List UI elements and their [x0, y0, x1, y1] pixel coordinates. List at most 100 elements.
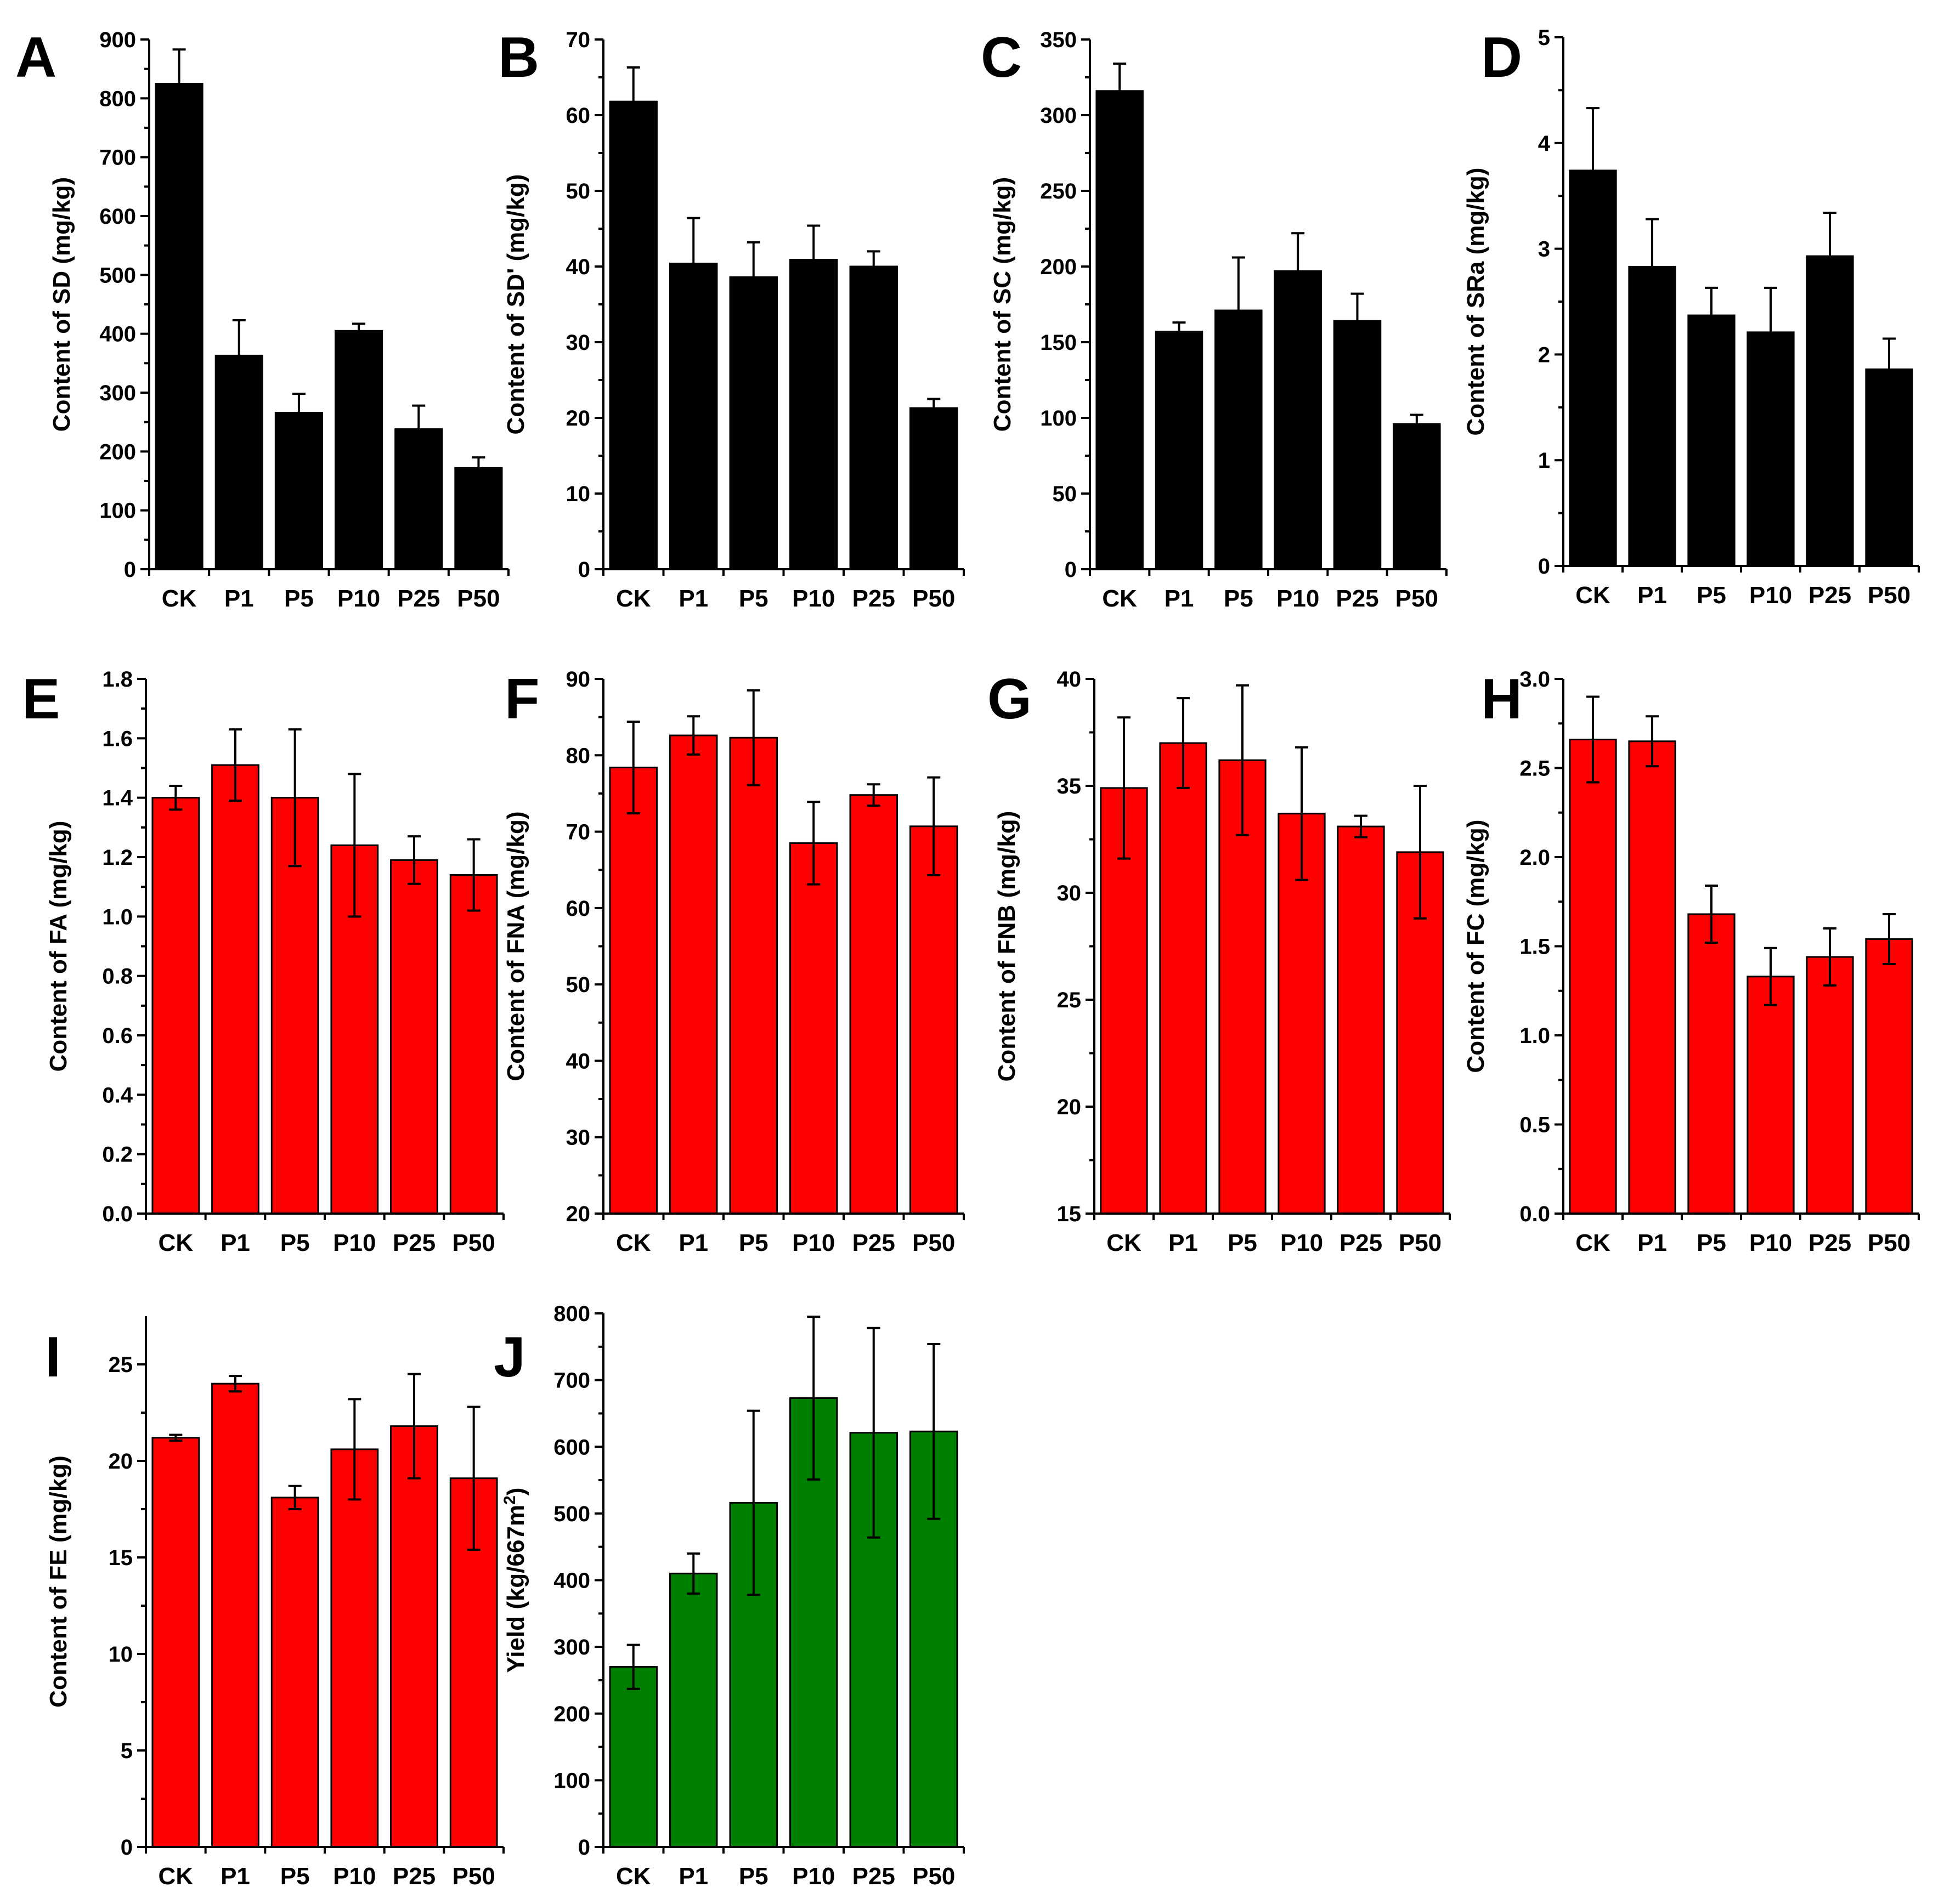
x-tick-label: P50: [1395, 585, 1438, 612]
y-tick-label: 150: [1040, 331, 1077, 355]
x-tick-label: CK: [1575, 582, 1610, 609]
panel-h: H CK P1 P5 P10 P25 P50 0.0 0.5 1.0 1.5 2.0 2.5 3.0 Con…: [1462, 667, 1920, 1256]
error-bar-p25: [1354, 814, 1367, 838]
x-tick-label: P10: [792, 1863, 835, 1890]
y-tick-label: 30: [1057, 881, 1082, 905]
error-bar-p5: [288, 1484, 302, 1510]
x-tick-label: P1: [1168, 1229, 1198, 1256]
panel-letter: J: [494, 1325, 525, 1389]
y-tick-label: 3: [1538, 237, 1550, 262]
bar-ck: [609, 100, 658, 570]
error-bar-p5: [292, 393, 306, 433]
bar-p5: [270, 1497, 319, 1848]
x-tick-label: P25: [852, 585, 895, 612]
panel-letter: D: [1481, 26, 1522, 89]
error-bar-p25: [1823, 212, 1836, 301]
y-tick-label: 1.5: [1519, 935, 1550, 959]
panel-letter: F: [505, 667, 540, 731]
y-tick-label: 15: [109, 1546, 133, 1570]
x-tick-label: P25: [393, 1229, 436, 1256]
error-bar-p25: [1350, 292, 1364, 350]
error-bar-ck: [169, 1433, 183, 1442]
y-tick-label: 25: [1057, 988, 1082, 1012]
x-tick-label: P25: [1808, 582, 1851, 609]
error-bar-p10: [348, 773, 361, 918]
x-tick-label: P25: [852, 1229, 895, 1256]
error-bar-p5: [1236, 684, 1249, 836]
y-tick-label: 0.5: [1519, 1113, 1550, 1137]
error-bar-p1: [1172, 321, 1186, 342]
bar-p25: [390, 1425, 438, 1848]
bar-ck: [609, 1666, 658, 1848]
x-tick-label: P10: [337, 585, 380, 612]
y-tick-label: 0: [124, 558, 136, 582]
y-tick-label: 800: [553, 1302, 590, 1326]
panel-c: C CK P1 P5 P10 P25 P50 0 50 100 150 200 250 300 350 Con…: [981, 26, 1448, 612]
bar-p5: [1687, 314, 1736, 567]
panel-b: B CK P1 P5 P10 P25 P50 0 10 20 30 40 50 60 70 Content o…: [498, 26, 965, 612]
bar-p25: [849, 794, 898, 1215]
x-tick-label: P25: [1339, 1229, 1382, 1256]
error-bar-p50: [1410, 413, 1423, 434]
y-tick-label: 100: [1040, 406, 1077, 430]
error-bar-p25: [408, 835, 421, 885]
error-bar-ck: [1586, 107, 1599, 234]
bar-p10: [330, 1448, 379, 1848]
bar-p10: [1747, 976, 1795, 1215]
error-bar-ck: [626, 66, 640, 137]
x-tick-label: P5: [1228, 1229, 1257, 1256]
panel-letter: H: [1481, 667, 1522, 731]
error-bar-p5: [1705, 885, 1718, 944]
y-tick-label: 1.0: [102, 905, 133, 929]
x-tick-label: P10: [792, 585, 835, 612]
y-tick-label: 0: [1065, 558, 1077, 582]
panel-letter: A: [15, 26, 56, 89]
panel-f: F CK P1 P5 P10 P25 P50 20 30 40 50 60 70 80 90 Content …: [502, 667, 965, 1256]
bar-ck: [151, 1437, 200, 1848]
y-axis-title: Content of SD' (mg/kg): [502, 174, 529, 435]
x-tick-label: P5: [280, 1863, 310, 1890]
x-tick-label: P1: [1637, 582, 1667, 609]
panel-i: I CK P1 P5 P10 P25 P50 0 5 10 15 20 25 Content of FE …: [45, 1316, 505, 1890]
y-tick-label: 50: [566, 179, 591, 203]
bar-p50: [1393, 423, 1441, 570]
y-tick-label: 400: [553, 1569, 590, 1593]
x-tick-label: P50: [912, 1863, 955, 1890]
bar-p50: [909, 407, 958, 570]
x-tick-label: P1: [221, 1229, 250, 1256]
y-tick-label: 0.6: [102, 1024, 133, 1048]
bar-p25: [1806, 255, 1854, 567]
y-axis-title: Content of FA (mg/kg): [45, 821, 72, 1072]
y-tick-label: 0.8: [102, 965, 133, 989]
x-tick-label: CK: [616, 1229, 651, 1256]
error-bar-p5: [288, 728, 302, 868]
y-tick-label: 3.0: [1519, 667, 1550, 692]
y-tick-label: 1.0: [1519, 1024, 1550, 1048]
y-tick-label: 500: [99, 263, 136, 287]
error-bar-p50: [1883, 913, 1896, 965]
y-tick-label: 20: [566, 406, 591, 430]
x-tick-label: P50: [453, 1863, 495, 1890]
error-bar-p50: [472, 456, 485, 480]
y-tick-label: 400: [99, 322, 136, 347]
y-tick-label: 600: [99, 205, 136, 229]
x-tick-label: P25: [1336, 585, 1378, 612]
y-tick-label: 1: [1538, 449, 1550, 473]
error-bar-p50: [927, 776, 941, 876]
error-bar-p25: [867, 783, 880, 807]
x-tick-label: P10: [333, 1863, 376, 1890]
bar-p10: [789, 259, 838, 570]
bar-p10: [789, 842, 838, 1215]
y-tick-label: 600: [553, 1435, 590, 1459]
bar-p5: [274, 411, 323, 570]
y-tick-label: 1.4: [102, 786, 133, 811]
y-tick-label: 5: [1538, 26, 1550, 50]
bar-p50: [1865, 938, 1913, 1215]
error-bar-p1: [687, 217, 700, 310]
x-tick-label: CK: [1102, 585, 1137, 612]
x-tick-label: P25: [1808, 1229, 1851, 1256]
y-tick-label: 900: [99, 28, 136, 52]
y-axis-title: Content of FC (mg/kg): [1462, 820, 1489, 1073]
